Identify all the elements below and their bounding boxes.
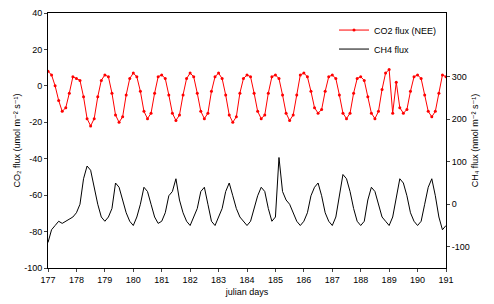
svg-text:181: 181	[154, 275, 169, 285]
svg-text:CH4 flux: CH4 flux	[374, 45, 409, 55]
svg-text:189: 189	[382, 275, 397, 285]
svg-text:CO2 flux (NEE): CO2 flux (NEE)	[374, 26, 436, 36]
svg-text:-40: -40	[29, 154, 42, 164]
svg-text:186: 186	[296, 275, 311, 285]
svg-text:0: 0	[37, 81, 42, 91]
svg-text:-60: -60	[29, 190, 42, 200]
svg-text:185: 185	[268, 275, 283, 285]
svg-text:190: 190	[410, 275, 425, 285]
svg-text:100: 100	[452, 157, 467, 167]
svg-text:182: 182	[183, 275, 198, 285]
svg-text:-100: -100	[452, 242, 470, 252]
svg-text:0: 0	[452, 199, 457, 209]
svg-text:300: 300	[452, 72, 467, 82]
svg-text:-20: -20	[29, 117, 42, 127]
svg-text:177: 177	[40, 275, 55, 285]
svg-text:180: 180	[126, 275, 141, 285]
svg-text:184: 184	[239, 275, 254, 285]
svg-text:40: 40	[32, 8, 42, 18]
svg-text:183: 183	[211, 275, 226, 285]
svg-text:-80: -80	[29, 227, 42, 237]
svg-text:187: 187	[325, 275, 340, 285]
svg-text:200: 200	[452, 114, 467, 124]
svg-text:CH₄ flux (nmol m⁻² s⁻¹): CH₄ flux (nmol m⁻² s⁻¹)	[470, 94, 480, 188]
svg-text:julian days: julian days	[225, 287, 269, 297]
svg-text:-100: -100	[24, 263, 42, 273]
svg-text:178: 178	[69, 275, 84, 285]
svg-text:191: 191	[438, 275, 453, 285]
svg-text:CO₂ flux (umol m⁻² s⁻¹): CO₂ flux (umol m⁻² s⁻¹)	[12, 94, 22, 188]
svg-text:179: 179	[97, 275, 112, 285]
svg-text:20: 20	[32, 45, 42, 55]
svg-text:188: 188	[353, 275, 368, 285]
